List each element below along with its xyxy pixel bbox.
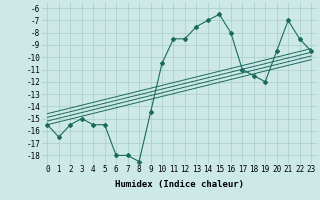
X-axis label: Humidex (Indice chaleur): Humidex (Indice chaleur) (115, 180, 244, 189)
